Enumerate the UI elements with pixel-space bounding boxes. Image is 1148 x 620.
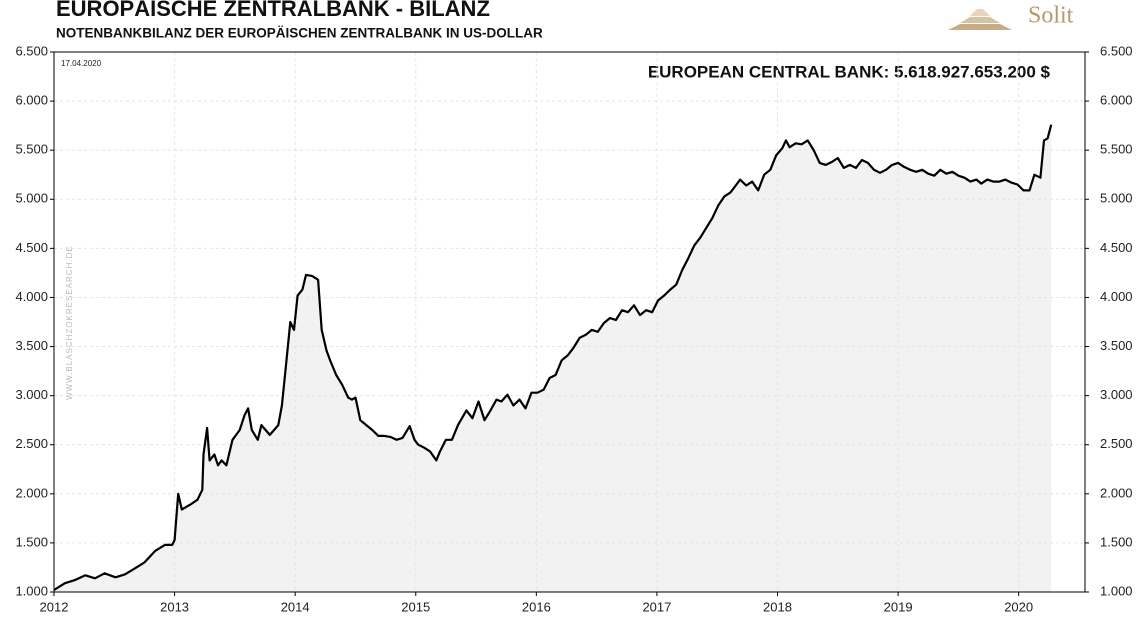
y2-tick-label: 1.500 [1100, 534, 1133, 549]
y2-tick-label: 2.500 [1100, 436, 1133, 451]
x-tick-label: 2016 [522, 599, 551, 614]
y-tick-label: 1.000 [15, 583, 48, 598]
y2-tick-label: 4.000 [1100, 289, 1133, 304]
y-tick-label: 6.000 [15, 93, 48, 108]
y2-tick-label: 6.500 [1100, 43, 1133, 58]
x-tick-label: 2012 [40, 599, 69, 614]
line [53, 124, 1053, 591]
y2-tick-label: 1.000 [1100, 583, 1133, 598]
x-tick-label: 2018 [763, 599, 792, 614]
logo: Solit [948, 3, 1074, 30]
y2-tick-label: 4.500 [1100, 240, 1133, 255]
y-tick-label: 4.500 [15, 240, 48, 255]
annotation: EUROPEAN CENTRAL BANK: 5.618.927.653.200… [648, 62, 1051, 81]
logo-text: Solit [1028, 3, 1074, 29]
area [54, 124, 1052, 592]
y2-tick-label: 3.500 [1100, 338, 1133, 353]
y2-tick-label: 6.000 [1100, 93, 1133, 108]
y-tick-label: 5.500 [15, 142, 48, 157]
y-tick-label: 3.500 [15, 338, 48, 353]
y-tick-label: 2.500 [15, 436, 48, 451]
x-tick-label: 2013 [160, 599, 189, 614]
logo-step [960, 17, 1000, 23]
y-tick-label: 5.000 [15, 191, 48, 206]
y2-tick-label: 5.000 [1100, 191, 1133, 206]
source-watermark: WWW.BLASCHZOKRESEARCH.DE [65, 245, 74, 400]
plot-border [53, 51, 1086, 593]
logo-step [970, 9, 990, 16]
x-tick-label: 2019 [884, 599, 913, 614]
y-tick-label: 1.500 [15, 534, 48, 549]
date-label: 17.04.2020 [61, 59, 102, 68]
y2-tick-label: 2.000 [1100, 485, 1133, 500]
y2-tick-label: 5.500 [1100, 142, 1133, 157]
chart-title: EUROPÄISCHE ZENTRALBANK - BILANZ [56, 0, 490, 21]
y2-tick-label: 3.000 [1100, 387, 1133, 402]
chart-subtitle: NOTENBANKBILANZ DER EUROPÄISCHEN ZENTRAL… [56, 26, 543, 41]
x-tick-label: 2014 [281, 599, 310, 614]
x-tick-label: 2020 [1004, 599, 1033, 614]
y-tick-label: 3.000 [15, 387, 48, 402]
x-tick-label: 2017 [642, 599, 671, 614]
logo-step [948, 24, 1012, 30]
y-tick-label: 2.000 [15, 485, 48, 500]
y-tick-label: 4.000 [15, 289, 48, 304]
x-tick-label: 2015 [401, 599, 430, 614]
y-tick-label: 6.500 [15, 43, 48, 58]
